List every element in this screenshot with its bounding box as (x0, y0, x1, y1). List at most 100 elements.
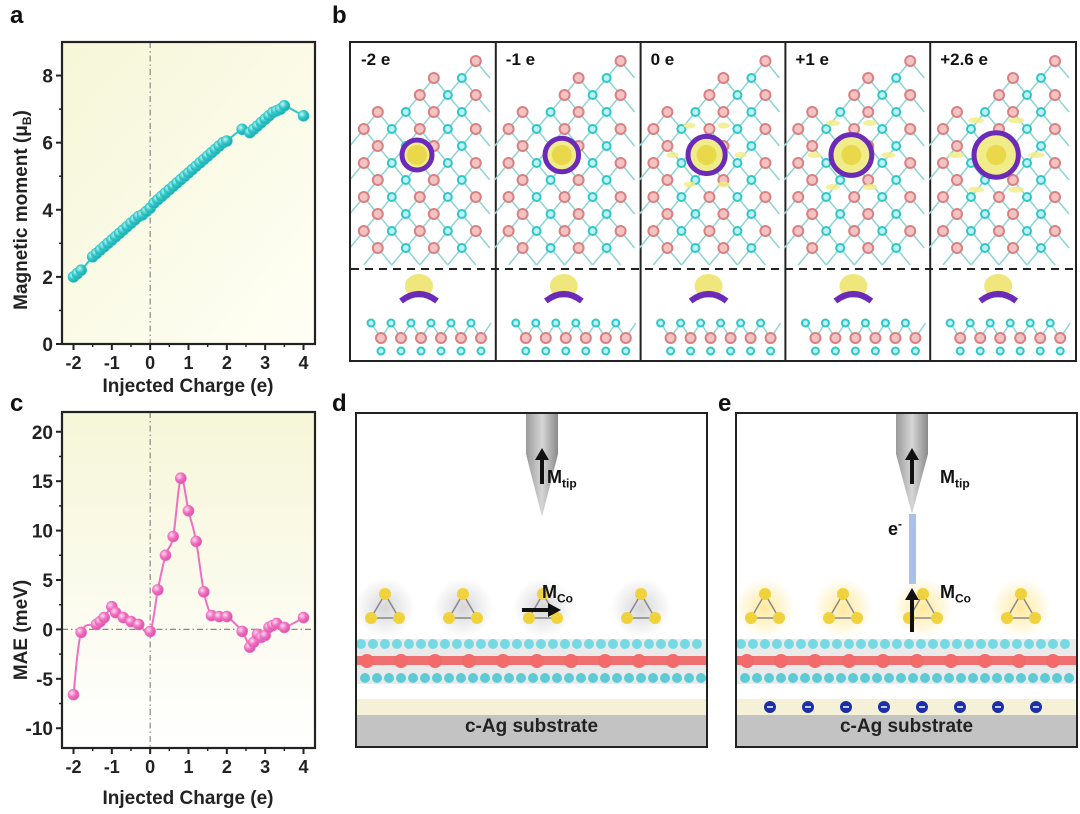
co-atom (759, 588, 771, 600)
salmon-atom (764, 332, 777, 344)
top-s-atom (608, 639, 618, 649)
cyan-atom (571, 318, 581, 328)
cyan-atom (736, 318, 746, 328)
salmon-atom (993, 191, 1005, 203)
salmon-atom (469, 123, 482, 135)
salmon-atom (357, 191, 370, 203)
bottom-s-atom (776, 673, 786, 683)
cyan-atom (386, 124, 397, 134)
salmon-atom (904, 55, 917, 67)
salmon-atom (724, 332, 737, 344)
side-lobe-purple (543, 291, 584, 304)
co-atom (931, 612, 943, 624)
salmon-atom (717, 106, 730, 118)
top-s-atom (428, 639, 438, 649)
co-atom (917, 588, 929, 600)
metal-row (737, 656, 1076, 665)
salmon-atom (516, 140, 529, 152)
cyan-atom (891, 175, 902, 185)
bottom-s-atom (920, 673, 930, 683)
m-tip-text: M (940, 467, 955, 487)
bottom-s-atom (992, 673, 1002, 683)
top-s-atom (784, 639, 794, 649)
chart-c-xlabel: Injected Charge (e) (102, 788, 273, 809)
bottom-s-atom (636, 673, 646, 683)
data-point (182, 505, 195, 517)
cluster-bonds (369, 592, 401, 619)
co-atom (773, 612, 785, 624)
top-s-atom (808, 639, 818, 649)
top-s-atom (692, 639, 702, 649)
salmon-atom (904, 89, 917, 101)
cyan-atom (656, 318, 666, 328)
salmon-atom (647, 225, 660, 237)
y-tick-label: 6 (42, 134, 53, 155)
salmon-atom (862, 208, 875, 220)
top-s-atom (572, 639, 582, 649)
salmon-atom (572, 72, 585, 84)
data-point (167, 530, 179, 543)
salmon-atom (661, 140, 674, 152)
x-tick-label: 4 (298, 353, 308, 373)
charge-lobe-core (986, 145, 1007, 165)
bottom-s-atom (788, 673, 798, 683)
m-tip-label: Mtip (547, 467, 577, 491)
salmon-atom (792, 191, 805, 203)
x-tick-label: 3 (260, 353, 270, 373)
y-tick-label: -5 (36, 670, 53, 691)
top-s-atom (668, 639, 678, 649)
metal-atom (740, 654, 754, 668)
substrate (737, 715, 1076, 746)
panel-letter-b: b (332, 2, 347, 29)
cyan-atom (820, 318, 830, 328)
chart-a-ylabel: Magnetic moment (μB) (11, 110, 34, 310)
bottom-s-atom (1064, 673, 1074, 683)
cyan-atom (601, 141, 612, 151)
salmon-atom (951, 174, 963, 186)
electron-sup: - (898, 517, 903, 531)
cyan-atom (587, 158, 598, 168)
m-tip-label: Mtip (940, 467, 970, 491)
bottom-s-atom (552, 673, 562, 683)
salmon-atom (371, 106, 384, 118)
salmon-atom (647, 157, 660, 169)
cyan-atom (890, 346, 900, 356)
y-tick-label: 2 (42, 268, 53, 289)
salmon-atom (1049, 225, 1061, 237)
charge-density-grid (351, 43, 1075, 360)
cyan-atom (1022, 90, 1032, 100)
charge-state-label: +2.6 e (940, 50, 988, 69)
cyan-atom (426, 318, 436, 328)
y-tick-label: 0 (42, 620, 53, 641)
salmon-atom (661, 208, 674, 220)
substrate (357, 715, 706, 746)
cyan-atom (746, 243, 757, 253)
cyan-atom (396, 346, 406, 356)
data-point (98, 611, 110, 624)
top-s-atom (868, 639, 878, 649)
co-atom (471, 612, 483, 624)
cyan-atom (835, 107, 846, 117)
top-s-atom (964, 639, 974, 649)
bottom-s-atom (504, 673, 514, 683)
co-atom (621, 612, 633, 624)
cyan-atom (891, 243, 902, 253)
cyan-atom (400, 243, 411, 253)
charge-lobe-small (683, 122, 696, 129)
salmon-atom (848, 89, 861, 101)
cyan-atom (476, 346, 486, 356)
salmon-atom (427, 106, 440, 118)
cyan-atom (587, 192, 598, 202)
salmon-atom (904, 123, 917, 135)
tip-moment-arrowhead (905, 448, 919, 460)
salmon-atom (1014, 332, 1027, 344)
salmon-atom (572, 242, 585, 254)
data-point (198, 586, 210, 598)
charge-lobe-core (841, 145, 862, 165)
cyan-atom (690, 107, 701, 117)
salmon-atom (661, 174, 674, 186)
cyan-atom (531, 158, 542, 168)
cyan-atom (446, 318, 456, 328)
y-tick-label: 4 (42, 201, 53, 222)
salmon-atom (1049, 157, 1061, 169)
